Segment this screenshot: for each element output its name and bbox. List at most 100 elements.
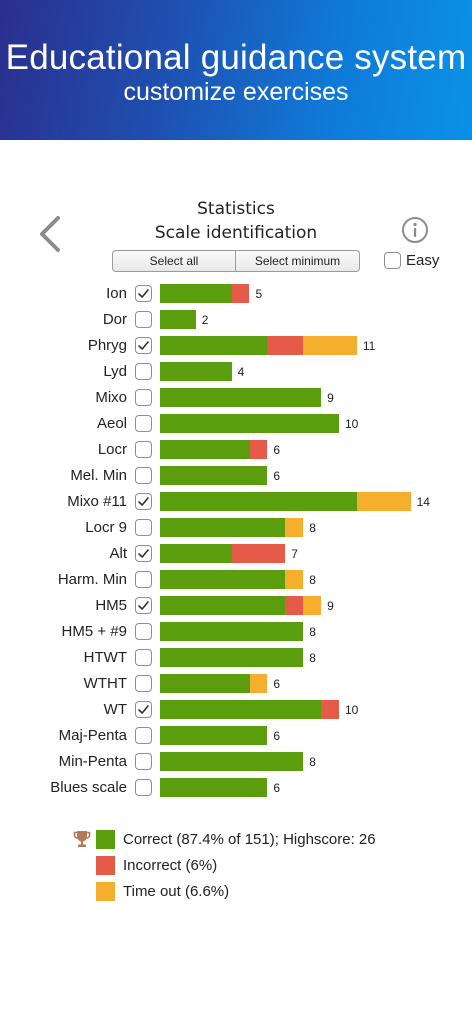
score-bar <box>160 388 322 407</box>
bar-segment-correct <box>160 596 286 615</box>
scale-checkbox[interactable] <box>135 779 152 796</box>
scale-checkbox[interactable] <box>135 675 152 692</box>
bar-total-label: 6 <box>273 443 281 457</box>
bar-segment-correct <box>160 622 304 641</box>
bar-segment-correct <box>160 674 250 693</box>
scale-checkbox[interactable] <box>135 571 152 588</box>
scale-row: HTWT 8 <box>0 645 472 671</box>
scale-row: Mixo #11 14 <box>0 489 472 515</box>
back-button[interactable] <box>34 214 66 254</box>
selection-segmented-control: Select all Select minimum <box>112 250 360 272</box>
bar-segment-correct <box>160 492 357 511</box>
scale-checkbox[interactable] <box>135 337 152 354</box>
legend-swatch-incorrect <box>96 856 115 875</box>
score-bar <box>160 648 304 667</box>
scale-row: Harm. Min 8 <box>0 567 472 593</box>
score-bar <box>160 544 286 563</box>
scale-row: Alt 7 <box>0 541 472 567</box>
bar-total-label: 10 <box>345 417 359 431</box>
bar-segment-correct <box>160 778 268 797</box>
scale-checkbox[interactable] <box>135 311 152 328</box>
bar-segment-timeout <box>249 674 268 693</box>
scale-checkbox[interactable] <box>135 597 152 614</box>
bar-total-label: 9 <box>327 391 334 405</box>
bar-segment-incorrect <box>267 336 304 355</box>
bar-segment-correct <box>160 752 304 771</box>
scale-label: Maj-Penta <box>58 727 127 744</box>
scale-label: WT <box>103 701 127 718</box>
info-button[interactable] <box>401 216 429 244</box>
bar-segment-timeout <box>303 596 322 615</box>
scale-label: Alt <box>109 545 127 562</box>
scale-checkbox[interactable] <box>135 493 152 510</box>
score-bar <box>160 674 268 693</box>
scale-row: WTHT 6 <box>0 671 472 697</box>
score-bar <box>160 518 304 537</box>
score-bar <box>160 284 250 303</box>
scale-checkbox[interactable] <box>135 519 152 536</box>
scale-checkbox[interactable] <box>135 415 152 432</box>
scale-row: Lyd 4 <box>0 359 472 385</box>
checkmark-icon <box>138 497 149 506</box>
score-bar <box>160 492 411 511</box>
checkmark-icon <box>138 549 149 558</box>
bar-total-label: 8 <box>309 755 316 769</box>
bar-segment-correct <box>160 544 232 563</box>
bar-segment-timeout <box>356 492 411 511</box>
easy-checkbox[interactable] <box>384 252 401 269</box>
scale-checkbox[interactable] <box>135 727 152 744</box>
score-bar <box>160 726 268 745</box>
scale-checkbox[interactable] <box>135 285 152 302</box>
score-bar <box>160 362 232 381</box>
scale-checkbox[interactable] <box>135 649 152 666</box>
legend-label-timeout: Time out (6.6%) <box>123 883 230 900</box>
easy-toggle[interactable]: Easy <box>384 252 439 269</box>
scale-row: Blues scale 6 <box>0 775 472 801</box>
bar-segment-correct <box>160 700 322 719</box>
scale-row: HM5 9 <box>0 593 472 619</box>
scale-row: Maj-Penta 6 <box>0 723 472 749</box>
score-bar <box>160 752 304 771</box>
scale-label: HM5 + #9 <box>61 623 127 640</box>
checkmark-icon <box>138 289 149 298</box>
legend-label-correct: Correct (87.4% of 151); Highscore: 26 <box>123 831 376 848</box>
header-banner: Educational guidance system customize ex… <box>0 0 472 140</box>
scale-checkbox[interactable] <box>135 753 152 770</box>
scale-row: Dor 2 <box>0 307 472 333</box>
scale-label: Aeol <box>96 415 127 432</box>
scale-checkbox[interactable] <box>135 545 152 562</box>
bar-segment-incorrect <box>231 284 250 303</box>
legend-swatch-timeout <box>96 882 115 901</box>
scale-checkbox[interactable] <box>135 389 152 406</box>
bar-total-label: 8 <box>309 651 316 665</box>
bar-segment-timeout <box>285 518 304 537</box>
bar-segment-timeout <box>285 570 304 589</box>
score-bar <box>160 310 196 329</box>
legend-label-incorrect: Incorrect (6%) <box>123 857 218 874</box>
bar-segment-correct <box>160 310 196 329</box>
scale-label: Ion <box>106 285 127 302</box>
score-bar <box>160 440 268 459</box>
bar-total-label: 11 <box>362 339 376 353</box>
scale-label: Mixo #11 <box>67 493 127 510</box>
scale-row: Min-Penta 8 <box>0 749 472 775</box>
select-all-button[interactable]: Select all <box>112 250 236 272</box>
bar-segment-correct <box>160 518 286 537</box>
bar-segment-correct <box>160 440 250 459</box>
chevron-left-icon <box>40 216 60 252</box>
scale-label: Locr 9 <box>85 519 127 536</box>
scale-checkbox[interactable] <box>135 363 152 380</box>
scale-checkbox[interactable] <box>135 467 152 484</box>
checkmark-icon <box>138 601 149 610</box>
scale-row: Locr 6 <box>0 437 472 463</box>
select-minimum-button[interactable]: Select minimum <box>236 250 360 272</box>
scale-checkbox[interactable] <box>135 701 152 718</box>
banner-subtitle: customize exercises <box>123 78 349 106</box>
scale-checkbox[interactable] <box>135 441 152 458</box>
scale-label: WTHT <box>83 675 127 692</box>
bar-segment-timeout <box>303 336 357 355</box>
bar-segment-correct <box>160 336 268 355</box>
scale-checkbox[interactable] <box>135 623 152 640</box>
scale-label: Harm. Min <box>57 571 127 588</box>
bar-total-label: 2 <box>201 313 209 327</box>
